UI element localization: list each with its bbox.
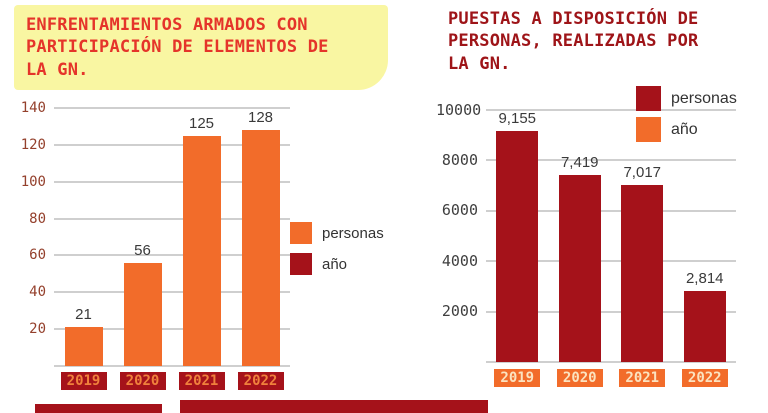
y-axis-tick-label: 8000 [441, 150, 478, 169]
x-axis-label-2020: 2020 [119, 372, 166, 390]
bar-value-label: 2,814 [685, 270, 724, 288]
bar-value-label: 125 [188, 114, 215, 132]
gridline [486, 209, 736, 212]
bar-2022 [683, 291, 726, 362]
gridline [486, 361, 736, 363]
legend-swatch-personas [290, 222, 312, 244]
gridline [54, 365, 290, 367]
y-axis-tick-label: 40 [29, 284, 46, 301]
x-axis-label-2022: 2022 [237, 372, 284, 390]
bar-value-label: 7,017 [623, 164, 662, 182]
legend-swatch-año [290, 253, 312, 275]
y-axis-tick-label: 100 [20, 173, 46, 190]
bottom-strip-left [35, 404, 162, 413]
bottom-strip-center [180, 400, 488, 413]
bar-value-label: 9,155 [498, 110, 537, 128]
y-axis-tick-label: 140 [20, 100, 46, 116]
bar-2022 [241, 130, 280, 366]
bar-2021 [182, 135, 221, 366]
y-axis-tick-label: 120 [20, 136, 46, 153]
gridline [54, 107, 290, 109]
gridline [54, 143, 290, 146]
gridline [486, 159, 736, 162]
y-axis-tick-label: 60 [29, 247, 46, 264]
left-chart-title: ENFRENTAMIENTOS ARMADOS CON PARTICIPACIÓ… [26, 15, 329, 80]
legend-label-año: año [671, 120, 698, 138]
y-axis-tick-label: 2000 [441, 302, 478, 321]
legend-swatch-personas [636, 86, 661, 111]
legend-label-año: año [322, 255, 348, 273]
y-axis-tick-label: 80 [29, 210, 46, 227]
bar-2020 [558, 175, 601, 362]
x-axis-label-2021: 2021 [178, 372, 225, 390]
bar-2021 [621, 185, 664, 362]
gridline [486, 310, 736, 313]
bar-value-label: 128 [247, 109, 274, 127]
bar-value-label: 21 [75, 306, 92, 324]
y-axis-tick-label: 10000 [436, 100, 482, 119]
x-axis-label-2020: 2020 [556, 369, 603, 387]
y-axis-tick-label: 4000 [441, 251, 478, 270]
x-axis-label-2022: 2022 [681, 369, 728, 387]
left-chart-title-note: ENFRENTAMIENTOS ARMADOS CON PARTICIPACIÓ… [14, 5, 388, 91]
x-axis-label-2019: 2019 [494, 369, 541, 387]
legend-label-personas: personas [671, 89, 737, 107]
bar-value-label: 56 [134, 241, 151, 259]
bar-2019 [496, 131, 539, 362]
left-bar-chart: 20 40 60 80 100 120 140 21 2019 56 2020 125 2021 128 2… [18, 96, 408, 400]
y-axis-tick-label: 6000 [441, 201, 478, 220]
legend-swatch-año [636, 117, 661, 142]
gridline [54, 291, 290, 294]
right-chart-title: PUESTAS A DISPOSICIÓN DE PERSONAS, REALI… [448, 9, 699, 74]
gridline [486, 109, 736, 111]
y-axis-tick-label: 20 [29, 321, 46, 338]
right-bar-chart: 2000 4000 6000 8000 10000 9,155 2019 7,419 2020 7… [436, 86, 768, 400]
gridline [54, 254, 290, 257]
gridline [54, 328, 290, 331]
x-axis-label-2019: 2019 [60, 372, 107, 390]
bar-2019 [64, 327, 103, 366]
bar-value-label: 7,419 [560, 154, 599, 172]
x-axis-label-2021: 2021 [619, 369, 666, 387]
gridline [486, 260, 736, 263]
legend-label-personas: personas [322, 224, 384, 242]
gridline [54, 180, 290, 183]
bar-2020 [123, 262, 162, 366]
gridline [54, 217, 290, 220]
